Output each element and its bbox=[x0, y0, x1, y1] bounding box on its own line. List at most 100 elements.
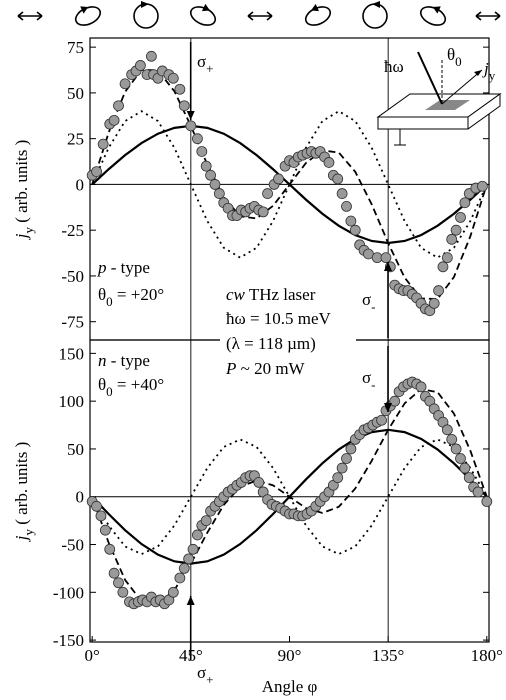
laser-spot bbox=[425, 100, 470, 110]
data-point bbox=[446, 233, 458, 245]
data-point bbox=[91, 166, 102, 178]
data-point bbox=[472, 486, 484, 498]
y-tick-label: -100 bbox=[53, 583, 84, 602]
data-point bbox=[185, 120, 197, 132]
beam bbox=[417, 51, 443, 105]
inset-label: ħω bbox=[384, 57, 404, 76]
data-point bbox=[213, 188, 225, 199]
data-point bbox=[389, 395, 401, 407]
data-point bbox=[104, 543, 116, 555]
data-point bbox=[117, 586, 129, 598]
y-tick-label: 50 bbox=[67, 440, 84, 459]
annotation: p - type bbox=[97, 258, 150, 277]
data-point bbox=[119, 78, 131, 90]
y-axis-label-part: y bbox=[21, 529, 36, 536]
arrow-head bbox=[186, 596, 195, 605]
data-point bbox=[450, 443, 462, 455]
x-axis-label: Angle φ bbox=[262, 677, 318, 696]
data-point bbox=[336, 188, 348, 199]
data-point bbox=[433, 285, 444, 296]
y-tick-label: 100 bbox=[59, 392, 85, 411]
arrow-head bbox=[186, 111, 195, 120]
data-point bbox=[113, 577, 124, 589]
data-point bbox=[341, 200, 352, 212]
data-point bbox=[455, 453, 466, 464]
y-axis-label: jy ( arb. units ) bbox=[12, 442, 36, 543]
data-point bbox=[95, 510, 107, 522]
y-axis-label: jy ( arb. units ) bbox=[12, 140, 36, 241]
data-point bbox=[99, 524, 111, 536]
current-arrow bbox=[441, 69, 483, 105]
data-point bbox=[108, 567, 120, 579]
data-point bbox=[167, 72, 179, 84]
x-tick-label: 135° bbox=[372, 646, 404, 665]
arrow-head bbox=[384, 403, 392, 412]
data-point bbox=[345, 443, 357, 455]
arrow-head bbox=[474, 70, 482, 76]
data-point bbox=[376, 414, 387, 426]
data-point bbox=[91, 500, 102, 512]
data-point bbox=[477, 180, 488, 192]
inset-label-part: 0 bbox=[455, 54, 462, 69]
data-point bbox=[332, 173, 344, 185]
y-tick-label: 150 bbox=[59, 344, 85, 363]
y-tick-label: -25 bbox=[61, 221, 84, 240]
data-point bbox=[459, 462, 471, 474]
y-tick-label: 25 bbox=[67, 130, 84, 149]
elliptical-icon bbox=[189, 3, 217, 26]
annotation-part: n bbox=[98, 351, 107, 370]
y-tick-label: -75 bbox=[61, 313, 84, 332]
x-tick-label: 0° bbox=[85, 646, 100, 665]
sigma-label: σ+ bbox=[197, 663, 214, 687]
data-point bbox=[97, 138, 109, 150]
annotation-part: θ bbox=[98, 375, 106, 394]
inset-label-part: y bbox=[489, 68, 496, 83]
data-point bbox=[253, 476, 265, 488]
data-point bbox=[345, 215, 357, 227]
inset-label-part: ħω bbox=[384, 57, 404, 76]
annotation-part: = +40° bbox=[113, 375, 164, 394]
data-point bbox=[200, 160, 212, 172]
data-point bbox=[135, 60, 146, 71]
data-point bbox=[481, 496, 493, 507]
elliptical-icon bbox=[419, 6, 447, 26]
data-point bbox=[183, 553, 195, 565]
inset-label: jy bbox=[482, 59, 496, 83]
y-tick-label: 50 bbox=[67, 84, 84, 103]
sigma-label: σ- bbox=[362, 368, 376, 392]
data-point bbox=[209, 179, 221, 190]
data-point bbox=[428, 297, 440, 309]
data-point bbox=[323, 157, 335, 168]
data-point bbox=[192, 529, 203, 541]
data-point bbox=[349, 224, 361, 236]
sigma-label-part: + bbox=[206, 61, 213, 76]
annotation-part: θ bbox=[98, 285, 106, 304]
data-point bbox=[415, 381, 427, 393]
laser-parameter-part: (λ = 118 µm) bbox=[226, 334, 316, 353]
y-tick-label: 0 bbox=[76, 175, 85, 194]
linear-icon bbox=[475, 11, 501, 21]
y-axis-label-part: ( arb. units ) bbox=[12, 442, 31, 529]
data-point bbox=[187, 543, 199, 555]
polarization-icons bbox=[17, 1, 501, 29]
y-tick-label: -50 bbox=[61, 267, 84, 286]
inset-label-part: j bbox=[482, 59, 489, 78]
data-point bbox=[262, 188, 273, 199]
sigma-label-part: - bbox=[371, 377, 375, 392]
sigma-label-part: σ bbox=[197, 663, 206, 682]
laser-parameter-part: P bbox=[225, 359, 236, 378]
data-point bbox=[178, 563, 190, 574]
curve-dotted bbox=[91, 110, 488, 259]
linear-icon bbox=[17, 11, 43, 21]
data-point bbox=[178, 100, 190, 112]
data-point bbox=[455, 211, 466, 223]
inset-label: θ0 bbox=[447, 45, 462, 69]
data-point bbox=[196, 146, 208, 157]
data-point bbox=[446, 433, 458, 445]
annotation-part: = +20° bbox=[113, 285, 164, 304]
y-tick-label: -50 bbox=[61, 536, 84, 555]
sigma-label: σ- bbox=[362, 290, 376, 314]
contact bbox=[394, 129, 406, 146]
x-tick-label: 90° bbox=[278, 646, 302, 665]
annotation-part: p bbox=[97, 258, 107, 277]
